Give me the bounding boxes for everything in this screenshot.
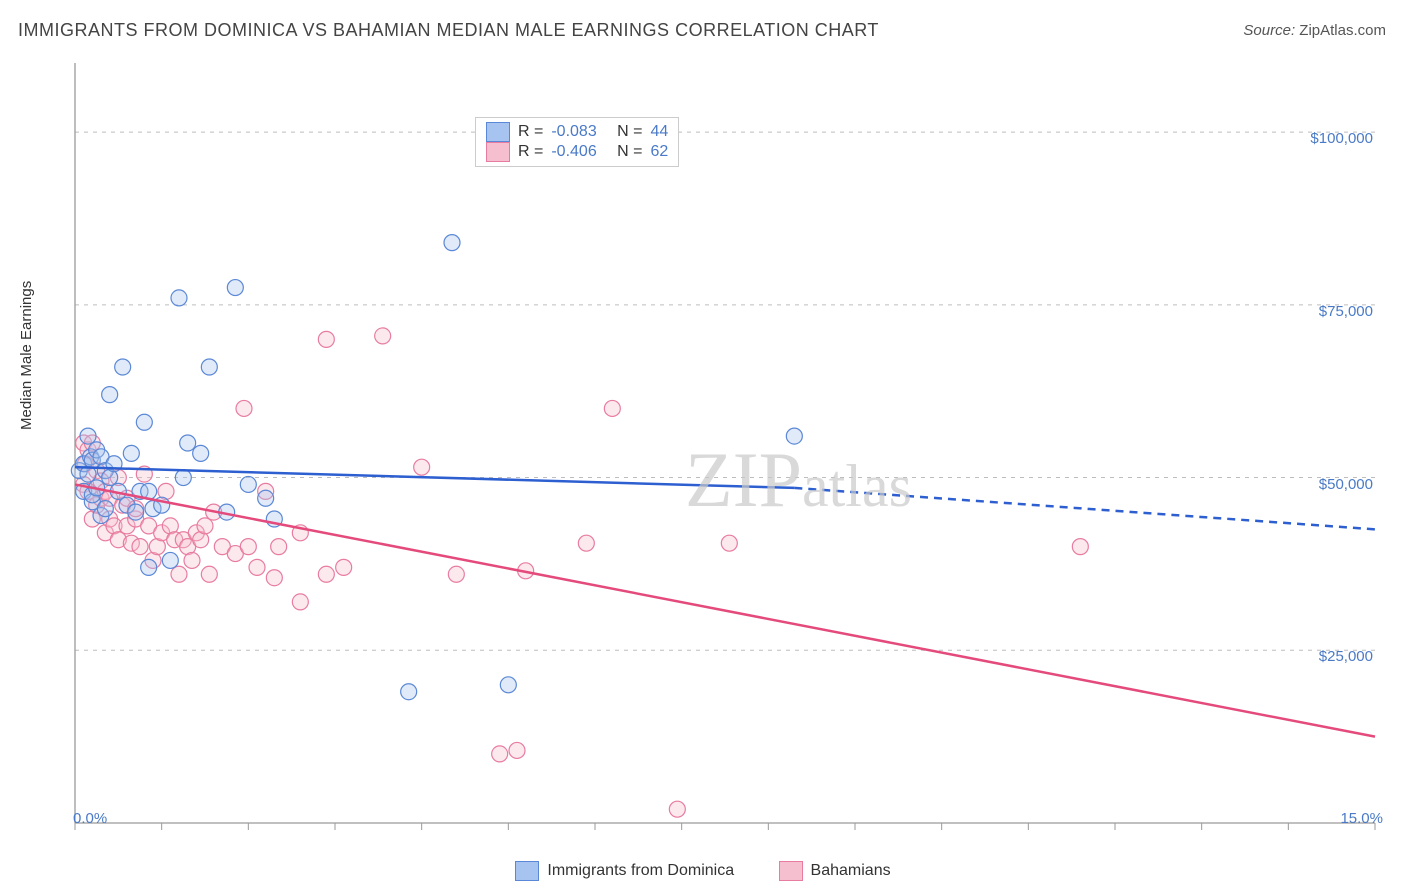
y-tick-label: $25,000 <box>1319 648 1373 665</box>
series-legend-item: Bahamians <box>779 861 891 881</box>
series-label: Bahamians <box>811 862 891 880</box>
r-value: -0.083 <box>551 123 596 141</box>
legend-swatch <box>486 122 510 142</box>
r-label: R = <box>518 123 543 141</box>
n-label: N = <box>617 143 642 161</box>
x-tick-min: 0.0% <box>73 810 107 827</box>
y-tick-label: $75,000 <box>1319 303 1373 320</box>
correlation-legend-row: R = -0.406 N = 62 <box>486 142 668 162</box>
x-tick-max: 15.0% <box>1340 810 1383 827</box>
scatter-plot <box>55 55 1385 835</box>
correlation-legend: R = -0.083 N = 44 R = -0.406 N = 62 <box>475 117 679 167</box>
source-label: Source: <box>1243 22 1295 39</box>
r-label: R = <box>518 143 543 161</box>
legend-swatch <box>515 861 539 881</box>
n-value: 44 <box>651 123 669 141</box>
n-value: 62 <box>651 143 669 161</box>
r-value: -0.406 <box>551 143 596 161</box>
series-legend-item: Immigrants from Dominica <box>515 861 734 881</box>
chart-container: IMMIGRANTS FROM DOMINICA VS BAHAMIAN MED… <box>0 0 1406 892</box>
chart-title: IMMIGRANTS FROM DOMINICA VS BAHAMIAN MED… <box>18 20 879 41</box>
legend-swatch <box>779 861 803 881</box>
y-tick-label: $100,000 <box>1310 130 1373 147</box>
source-value: ZipAtlas.com <box>1299 22 1386 39</box>
y-axis-label: Median Male Earnings <box>18 281 35 430</box>
chart-area: ZIPatlas R = -0.083 N = 44 R = -0.406 N … <box>55 55 1385 835</box>
legend-swatch <box>486 142 510 162</box>
series-legend: Immigrants from Dominica Bahamians <box>0 861 1406 886</box>
source-attribution: Source: ZipAtlas.com <box>1243 22 1386 39</box>
correlation-legend-row: R = -0.083 N = 44 <box>486 122 668 142</box>
n-label: N = <box>617 123 642 141</box>
y-tick-label: $50,000 <box>1319 476 1373 493</box>
series-label: Immigrants from Dominica <box>547 862 734 880</box>
